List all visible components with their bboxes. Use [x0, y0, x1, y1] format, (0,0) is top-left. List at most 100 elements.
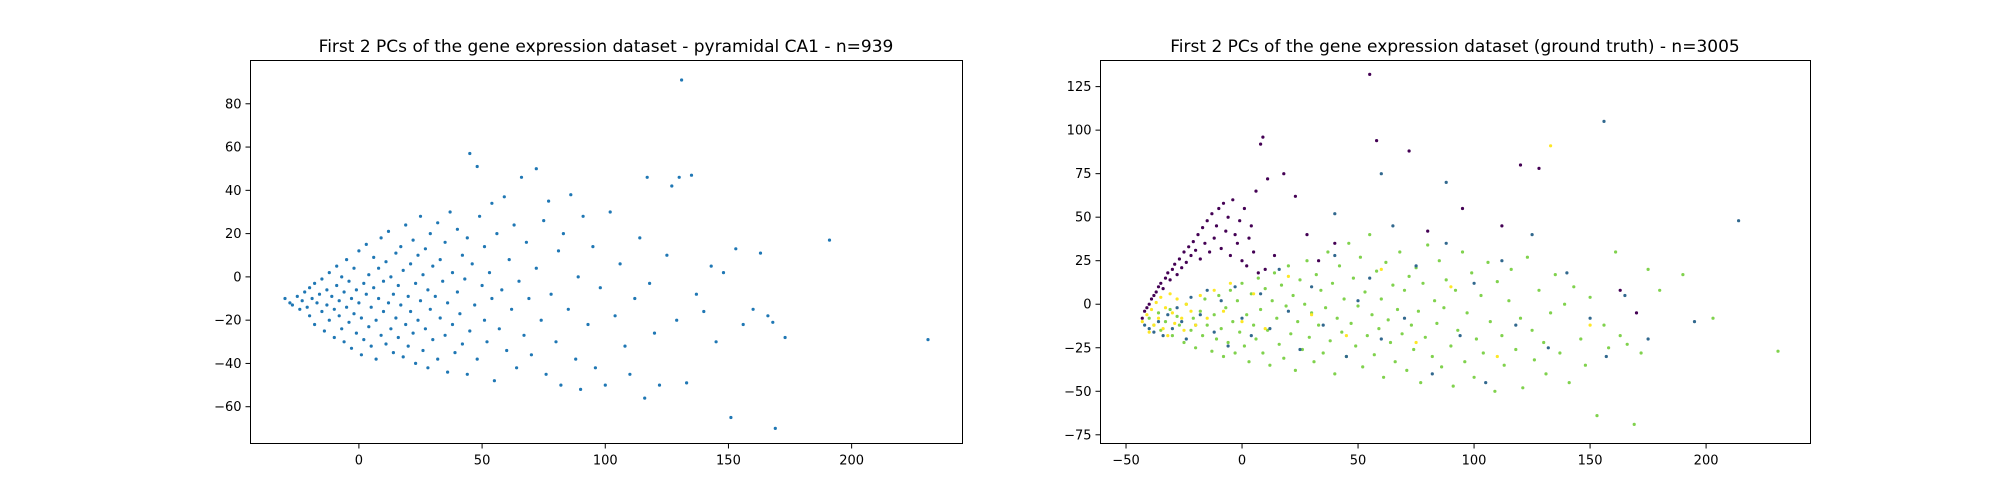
- right-chart-point: [1284, 304, 1288, 308]
- left-chart-point: [308, 286, 312, 290]
- right-chart-point: [1314, 273, 1318, 277]
- left-chart-point: [409, 262, 413, 266]
- left-chart-point: [362, 281, 366, 285]
- left-chart-point: [418, 214, 423, 218]
- right-chart-point: [1282, 172, 1286, 176]
- right-chart-point: [1231, 198, 1235, 202]
- left-chart-point: [758, 251, 763, 255]
- right-chart-point: [1170, 327, 1174, 331]
- right-chart-point: [1595, 414, 1599, 418]
- right-chart-x-tick-label: 150: [1578, 454, 1603, 469]
- left-chart-point: [492, 379, 496, 383]
- left-chart-point: [458, 312, 462, 316]
- left-chart-point: [438, 316, 442, 320]
- right-chart-point: [1293, 368, 1297, 372]
- right-chart-point: [1268, 327, 1272, 331]
- left-chart-point: [450, 271, 455, 275]
- left-chart-point: [465, 236, 469, 240]
- left-chart-point: [598, 286, 602, 290]
- right-chart-point: [1639, 351, 1643, 355]
- right-chart-point: [1502, 363, 1506, 367]
- right-chart-point: [1495, 354, 1499, 359]
- right-chart-point: [1317, 323, 1321, 327]
- right-chart-point: [1249, 334, 1253, 338]
- left-chart-x-tick-label: 50: [474, 454, 491, 469]
- right-chart-point: [1395, 307, 1400, 312]
- left-chart-point: [751, 307, 755, 311]
- right-chart-point: [1321, 323, 1325, 327]
- right-chart-point: [1156, 285, 1161, 289]
- right-chart-point: [1228, 253, 1232, 258]
- left-chart-point: [539, 318, 543, 322]
- left-chart-point: [406, 294, 410, 298]
- right-chart-point: [1254, 189, 1258, 193]
- left-chart-points: [283, 78, 930, 430]
- left-chart-point: [694, 292, 699, 296]
- left-chart-point: [512, 223, 516, 227]
- left-chart-point: [379, 333, 383, 337]
- right-chart-point: [1212, 288, 1216, 292]
- left-chart-point: [377, 296, 381, 301]
- left-chart-point: [372, 255, 376, 259]
- left-chart-point: [401, 268, 405, 272]
- right-chart-point: [1368, 72, 1372, 76]
- right-chart-point: [1440, 365, 1444, 369]
- left-chart-point: [308, 314, 312, 318]
- left-chart-point: [554, 340, 558, 344]
- left-chart-point: [507, 258, 511, 262]
- right-chart-point: [1170, 311, 1174, 315]
- right-chart-point: [1607, 346, 1611, 350]
- right-chart-point: [1286, 264, 1290, 268]
- left-chart-point: [325, 288, 329, 292]
- left-chart-point: [527, 296, 531, 301]
- right-chart-point: [1391, 224, 1395, 228]
- right-chart-point: [1344, 334, 1348, 338]
- right-chart-point: [1175, 314, 1179, 318]
- right-chart-point: [1198, 313, 1202, 317]
- left-chart-point: [431, 338, 435, 342]
- left-chart-point: [335, 264, 339, 268]
- left-chart-point: [327, 271, 331, 275]
- right-chart-point: [1194, 346, 1198, 350]
- left-chart-point: [586, 322, 590, 327]
- right-chart-point: [1272, 271, 1277, 275]
- right-chart-point: [1472, 375, 1476, 379]
- left-chart-point: [579, 387, 583, 391]
- right-chart-point: [1518, 163, 1523, 167]
- right-chart-point: [1402, 288, 1407, 292]
- left-chart-point: [394, 251, 398, 255]
- left-chart-point: [313, 322, 317, 327]
- right-chart-point: [1168, 292, 1172, 296]
- right-chart-point: [1460, 206, 1465, 211]
- right-chart-point: [1245, 264, 1249, 268]
- right-chart-point: [1175, 273, 1179, 277]
- left-chart-point: [480, 283, 484, 288]
- right-chart-point: [1217, 293, 1221, 298]
- right-chart-point: [1623, 293, 1627, 298]
- right-chart-point: [1189, 253, 1193, 258]
- right-chart-point: [1333, 253, 1337, 258]
- left-chart-point: [685, 381, 689, 385]
- right-chart-point: [1472, 281, 1476, 285]
- left-chart-point: [364, 242, 368, 246]
- left-chart-point: [367, 273, 371, 277]
- left-chart-point: [340, 275, 344, 279]
- left-chart-point: [652, 331, 657, 335]
- right-chart-point: [1189, 295, 1193, 299]
- right-chart-point: [1451, 384, 1455, 388]
- right-chart-point: [1249, 292, 1253, 296]
- left-chart-point: [569, 193, 573, 197]
- right-chart-point: [1310, 285, 1314, 289]
- right-chart-point: [1426, 229, 1430, 233]
- left-chart-point: [298, 307, 302, 311]
- right-chart-point: [1349, 321, 1353, 325]
- right-chart-point: [1458, 334, 1462, 338]
- left-chart-point: [702, 309, 706, 314]
- right-chart-point: [1509, 267, 1513, 271]
- left-chart-point: [500, 288, 504, 292]
- right-chart-point: [1298, 347, 1302, 352]
- right-chart-point: [1286, 274, 1290, 278]
- left-chart-point: [623, 344, 627, 348]
- right-chart-point: [1175, 297, 1179, 301]
